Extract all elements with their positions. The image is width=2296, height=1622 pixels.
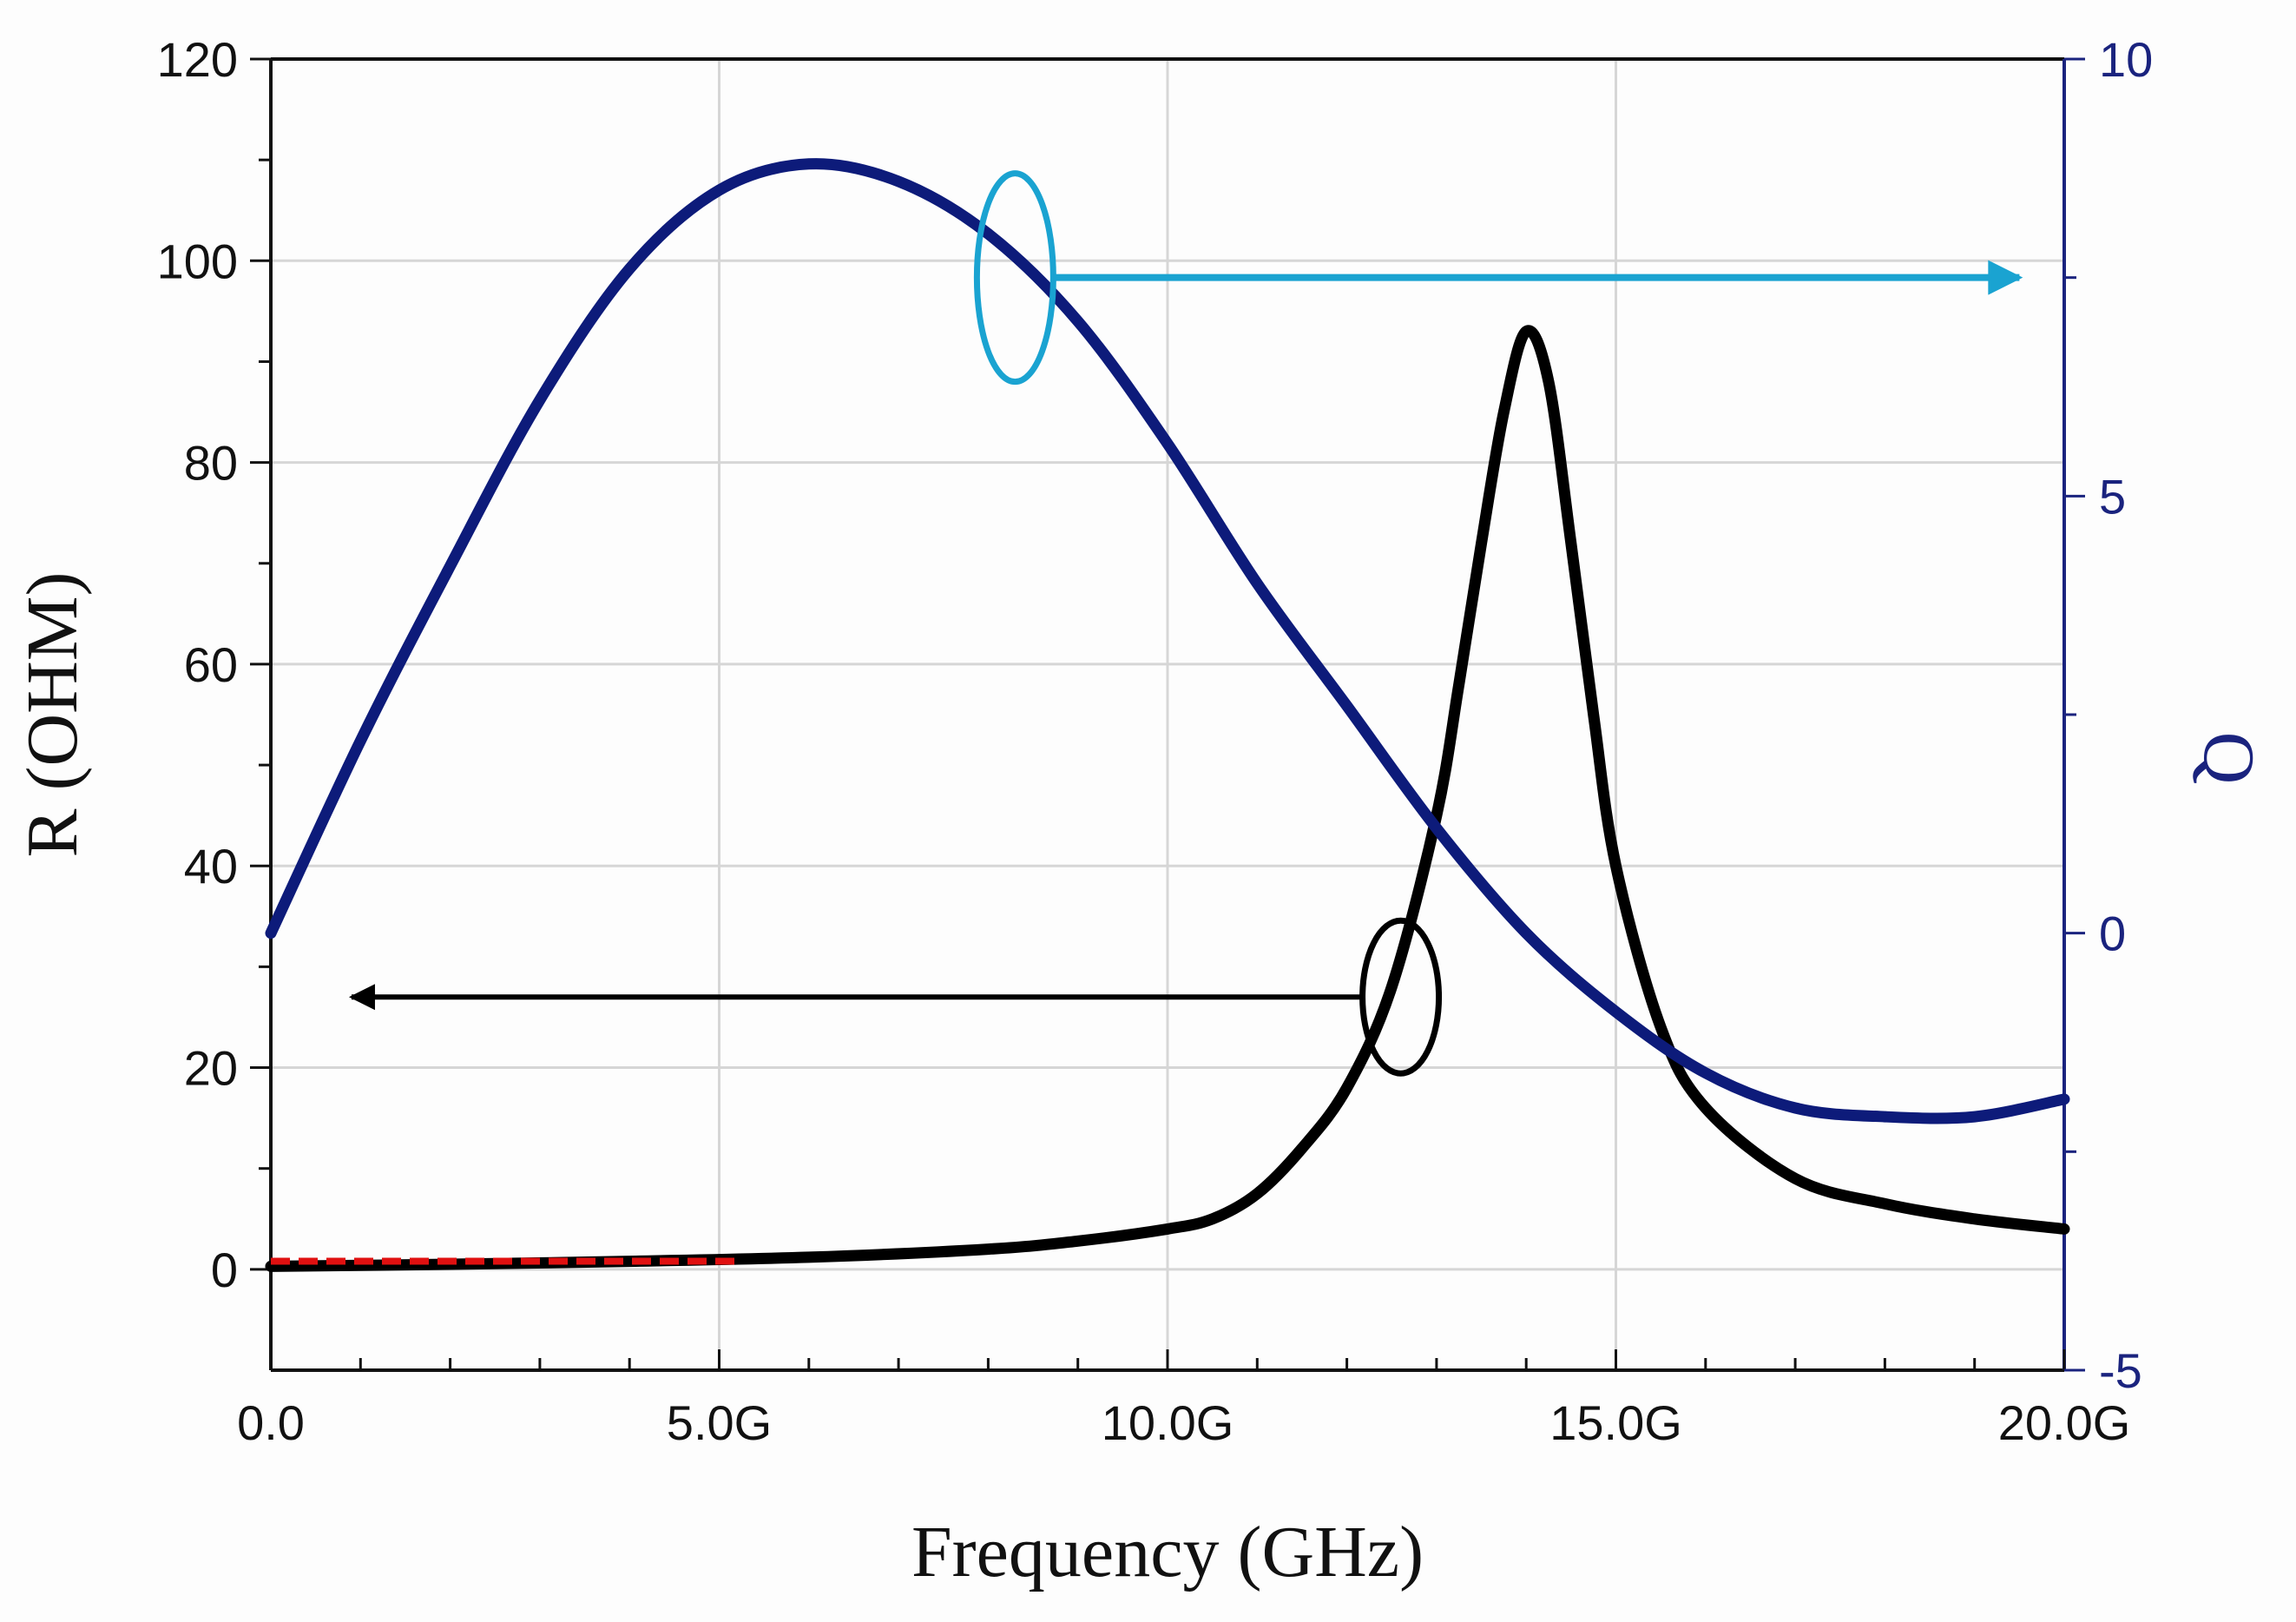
y-left-tick-label: 40 xyxy=(184,839,238,893)
x-tick-label: 10.0G xyxy=(1102,1395,1234,1450)
y-left-tick-label: 80 xyxy=(184,436,238,491)
y-left-tick-label: 20 xyxy=(184,1041,238,1096)
y-right-tick-label: 10 xyxy=(2099,32,2153,87)
y-left-tick-label: 120 xyxy=(157,32,238,87)
series-line-q xyxy=(265,158,2070,1124)
x-tick-label: 0.0 xyxy=(237,1395,305,1450)
y-left-tick-label: 100 xyxy=(157,234,238,288)
y-right-tick-label: -5 xyxy=(2099,1343,2142,1398)
y-right-tick-label: 5 xyxy=(2099,469,2126,524)
x-tick-label: 15.0G xyxy=(1549,1395,1682,1450)
x-axis-title: Frequency (GHz) xyxy=(911,1512,1424,1592)
series-line-r xyxy=(265,325,2070,1272)
y-right-axis-title: Q xyxy=(2188,732,2269,785)
y-left-axis-title: R (OHM) xyxy=(12,572,93,858)
x-tick-label: 5.0G xyxy=(667,1395,772,1450)
y-left-tick-label: 0 xyxy=(211,1243,238,1297)
y-left-tick-label: 60 xyxy=(184,637,238,692)
x-tick-label: 20.0G xyxy=(1998,1395,2131,1450)
y-right-tick-label: 0 xyxy=(2099,907,2126,961)
